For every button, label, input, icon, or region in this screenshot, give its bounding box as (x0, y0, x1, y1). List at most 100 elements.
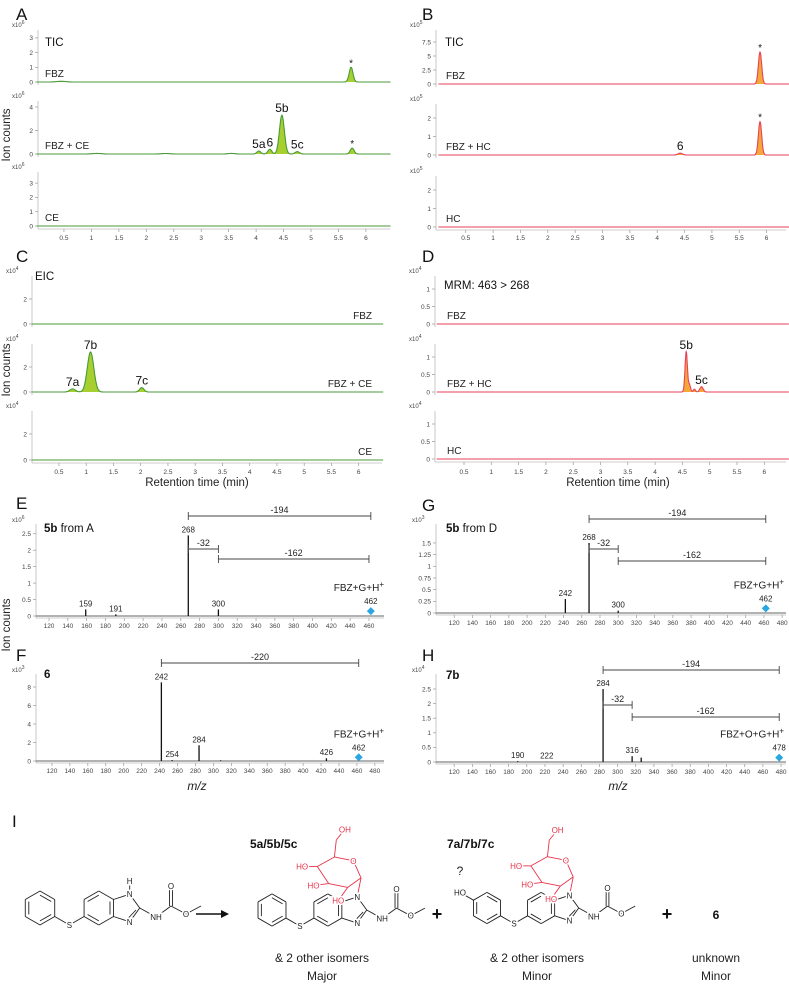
bond (87, 894, 100, 902)
y-tick-label: 0.5 (22, 597, 31, 604)
multiplier-base: x10 (412, 668, 422, 674)
x-tick-label: 240 (157, 623, 168, 630)
multiplier-exponent: 6 (22, 162, 25, 168)
x-tick-label: 140 (64, 768, 75, 775)
trace-ce: 0 1 2 3 x106 CE (12, 162, 391, 230)
formula-charge: + (779, 727, 784, 736)
compound-id: 7b (446, 670, 459, 682)
bond (486, 891, 501, 901)
x-tick-label: 420 (721, 769, 732, 776)
neutral-loss-bracket: -32 (602, 694, 633, 709)
y-tick-label: 1 (427, 206, 431, 213)
x-tick-label: 440 (740, 620, 751, 627)
bond (25, 890, 41, 900)
x-tick-label: 4 (248, 469, 252, 476)
product-abundance: Major (307, 969, 337, 983)
bond (139, 907, 157, 918)
x-tick-label: 3 (199, 235, 203, 242)
x-axis-label: m/z (608, 779, 627, 793)
bond (39, 916, 55, 926)
peak-label: 159 (79, 599, 93, 608)
bond (578, 907, 594, 917)
bond (335, 829, 346, 841)
atom-label: O (604, 884, 610, 893)
multiplier-base: x10 (410, 169, 420, 175)
peak-label: 426 (320, 748, 334, 757)
trace-ce: 0 2 x104 CE (6, 401, 384, 464)
y-tick-label: 1 (427, 564, 431, 571)
bond (565, 860, 574, 878)
panel-letter: H (422, 646, 434, 665)
x-tick-label: 0.5 (54, 469, 63, 476)
multiplier-exponent: 4 (422, 665, 425, 671)
neutral-loss-label: -162 (697, 706, 715, 716)
bond (569, 876, 574, 896)
x-tick-label: 300 (208, 768, 219, 775)
x-tick-label: 160 (82, 768, 93, 775)
panel-d: D Retention time (min) MRM: 463 > 268 0 0.5 1… (409, 247, 789, 489)
x-tick-label: 5 (710, 235, 714, 242)
precursor-diamond-icon (354, 753, 363, 762)
y-tick-label: 2 (29, 50, 33, 57)
axis-multiplier: x104 (409, 334, 422, 343)
y-tick-label: 8 (27, 684, 31, 691)
bond (327, 917, 343, 927)
x-tick-label: 1 (491, 235, 495, 242)
x-tick-label: 340 (244, 768, 255, 775)
bond (410, 907, 426, 917)
x-tick-label: 1 (84, 469, 88, 476)
bond (356, 877, 362, 897)
formula-text: FBZ+G+H (334, 729, 380, 740)
x-tick-label: 5.5 (327, 469, 336, 476)
y-tick-label: 0 (427, 759, 431, 766)
x-tick-label: 2 (139, 469, 143, 476)
compound-source: from A (57, 523, 94, 535)
neutral-loss-label: -194 (271, 505, 289, 515)
x-tick-label: 260 (175, 623, 186, 630)
neutral-loss-bracket: -194 (187, 505, 372, 520)
panel-e: E Ion counts 5b from A x106 0 0.5 1 1.5 2 2.5 120 1… (1, 494, 384, 652)
trace-line (436, 349, 789, 393)
multiplier-base: x10 (12, 23, 22, 29)
y-tick-label: 0.5 (421, 372, 430, 379)
x-tick-label: 2 (546, 235, 550, 242)
trace-name: HC (446, 214, 460, 225)
x-tick-label: 340 (649, 620, 660, 627)
y-tick-label: 1 (427, 134, 431, 141)
bond (621, 905, 636, 914)
y-tick-label: 0.5 (421, 439, 430, 446)
y-tick-label: 0 (427, 81, 431, 88)
chart-title: EIC (35, 271, 54, 283)
arrow-head-icon (221, 910, 229, 918)
y-tick-label: 1 (29, 65, 33, 72)
y-axis-label: Ion counts (1, 343, 13, 396)
x-tick-label: 280 (595, 620, 606, 627)
bond (513, 915, 528, 925)
precursor-formula: FBZ+G+H+ (334, 726, 385, 740)
peak-label: 6 (266, 135, 273, 149)
multiplier-exponent: 4 (16, 266, 19, 272)
y-tick-label: 3 (29, 35, 33, 42)
peak-label: 222 (540, 752, 554, 761)
compound-id: 6 (44, 669, 50, 681)
peak-marker: * (758, 43, 762, 54)
multiplier-exponent: 5 (420, 94, 423, 100)
bond (473, 915, 488, 925)
bond (129, 893, 141, 909)
x-tick-label: 240 (154, 768, 165, 775)
axis-multiplier: x103 (12, 665, 25, 674)
x-tick-label: 200 (521, 769, 532, 776)
x-tick-label: 2.5 (569, 469, 578, 476)
atom-label: N (567, 891, 573, 900)
x-tick-label: 360 (667, 769, 678, 776)
y-tick-label: 0 (427, 152, 431, 159)
precursor-formula: FBZ+O+G+H+ (720, 727, 784, 741)
bond (354, 911, 364, 922)
x-tick-label: 320 (631, 620, 642, 627)
peak-label: 7b (84, 338, 98, 352)
atom-label: N (354, 893, 360, 902)
